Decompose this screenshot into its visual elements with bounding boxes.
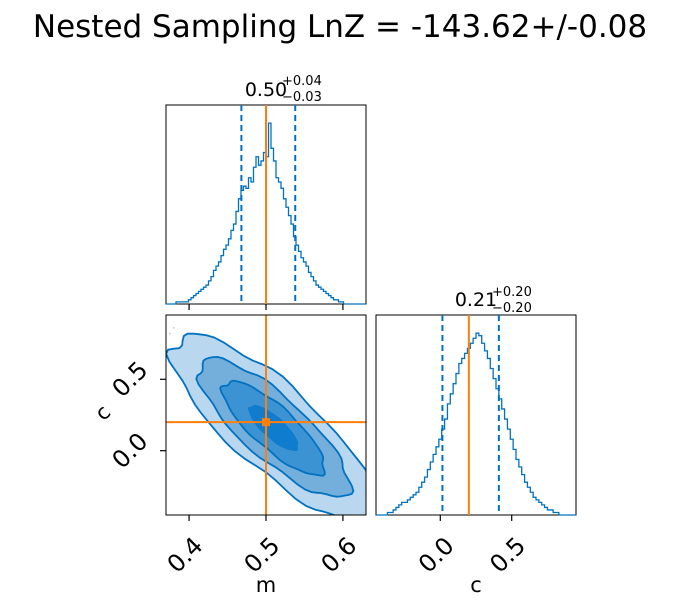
m-hist-ticks: [188, 304, 344, 310]
c-err-plus: +0.20: [492, 285, 532, 300]
m-posterior-title: 0.50: [245, 79, 287, 101]
c-y-tick-label: 0.0: [107, 427, 154, 474]
histogram-c-panel: 0.0 0.5: [375, 314, 577, 578]
m-x-tick-label: 0.5: [239, 532, 286, 579]
m-x-tick-label: 0.6: [316, 532, 363, 579]
c-hist-ticks: 0.0 0.5: [413, 515, 531, 578]
x-axis-label-c: c: [470, 573, 482, 597]
m-err-plus: +0.04: [282, 74, 322, 89]
x-axis-label-m: m: [256, 573, 276, 597]
contour-0.5-sigma: [248, 404, 299, 452]
outlier-point: [172, 326, 175, 329]
y-axis-label-c: c: [90, 400, 115, 425]
histogram-c-line: [376, 332, 576, 516]
joint-m-c-panel: 0.4 0.5 0.6 0.0 0.5: [107, 314, 367, 579]
c-median-label: 0.21: [455, 289, 497, 311]
c-err-minus: −0.20: [492, 301, 532, 316]
c-posterior-title: 0.21: [455, 289, 497, 311]
histogram-m-panel: [165, 104, 367, 310]
m-err-minus: −0.03: [282, 90, 322, 105]
histogram-m-line: [166, 122, 366, 305]
c-x-tick-label: 0.0: [413, 532, 460, 579]
c-x-tick-label: 0.5: [484, 532, 531, 579]
outlier-point: [168, 332, 171, 335]
c-y-tick-label: 0.5: [107, 356, 154, 403]
truth-marker: [262, 418, 270, 427]
m-x-tick-label: 0.4: [162, 532, 209, 579]
chart-title: Nested Sampling LnZ = -143.62+/-0.08: [33, 9, 647, 45]
m-median-label: 0.50: [245, 79, 287, 101]
